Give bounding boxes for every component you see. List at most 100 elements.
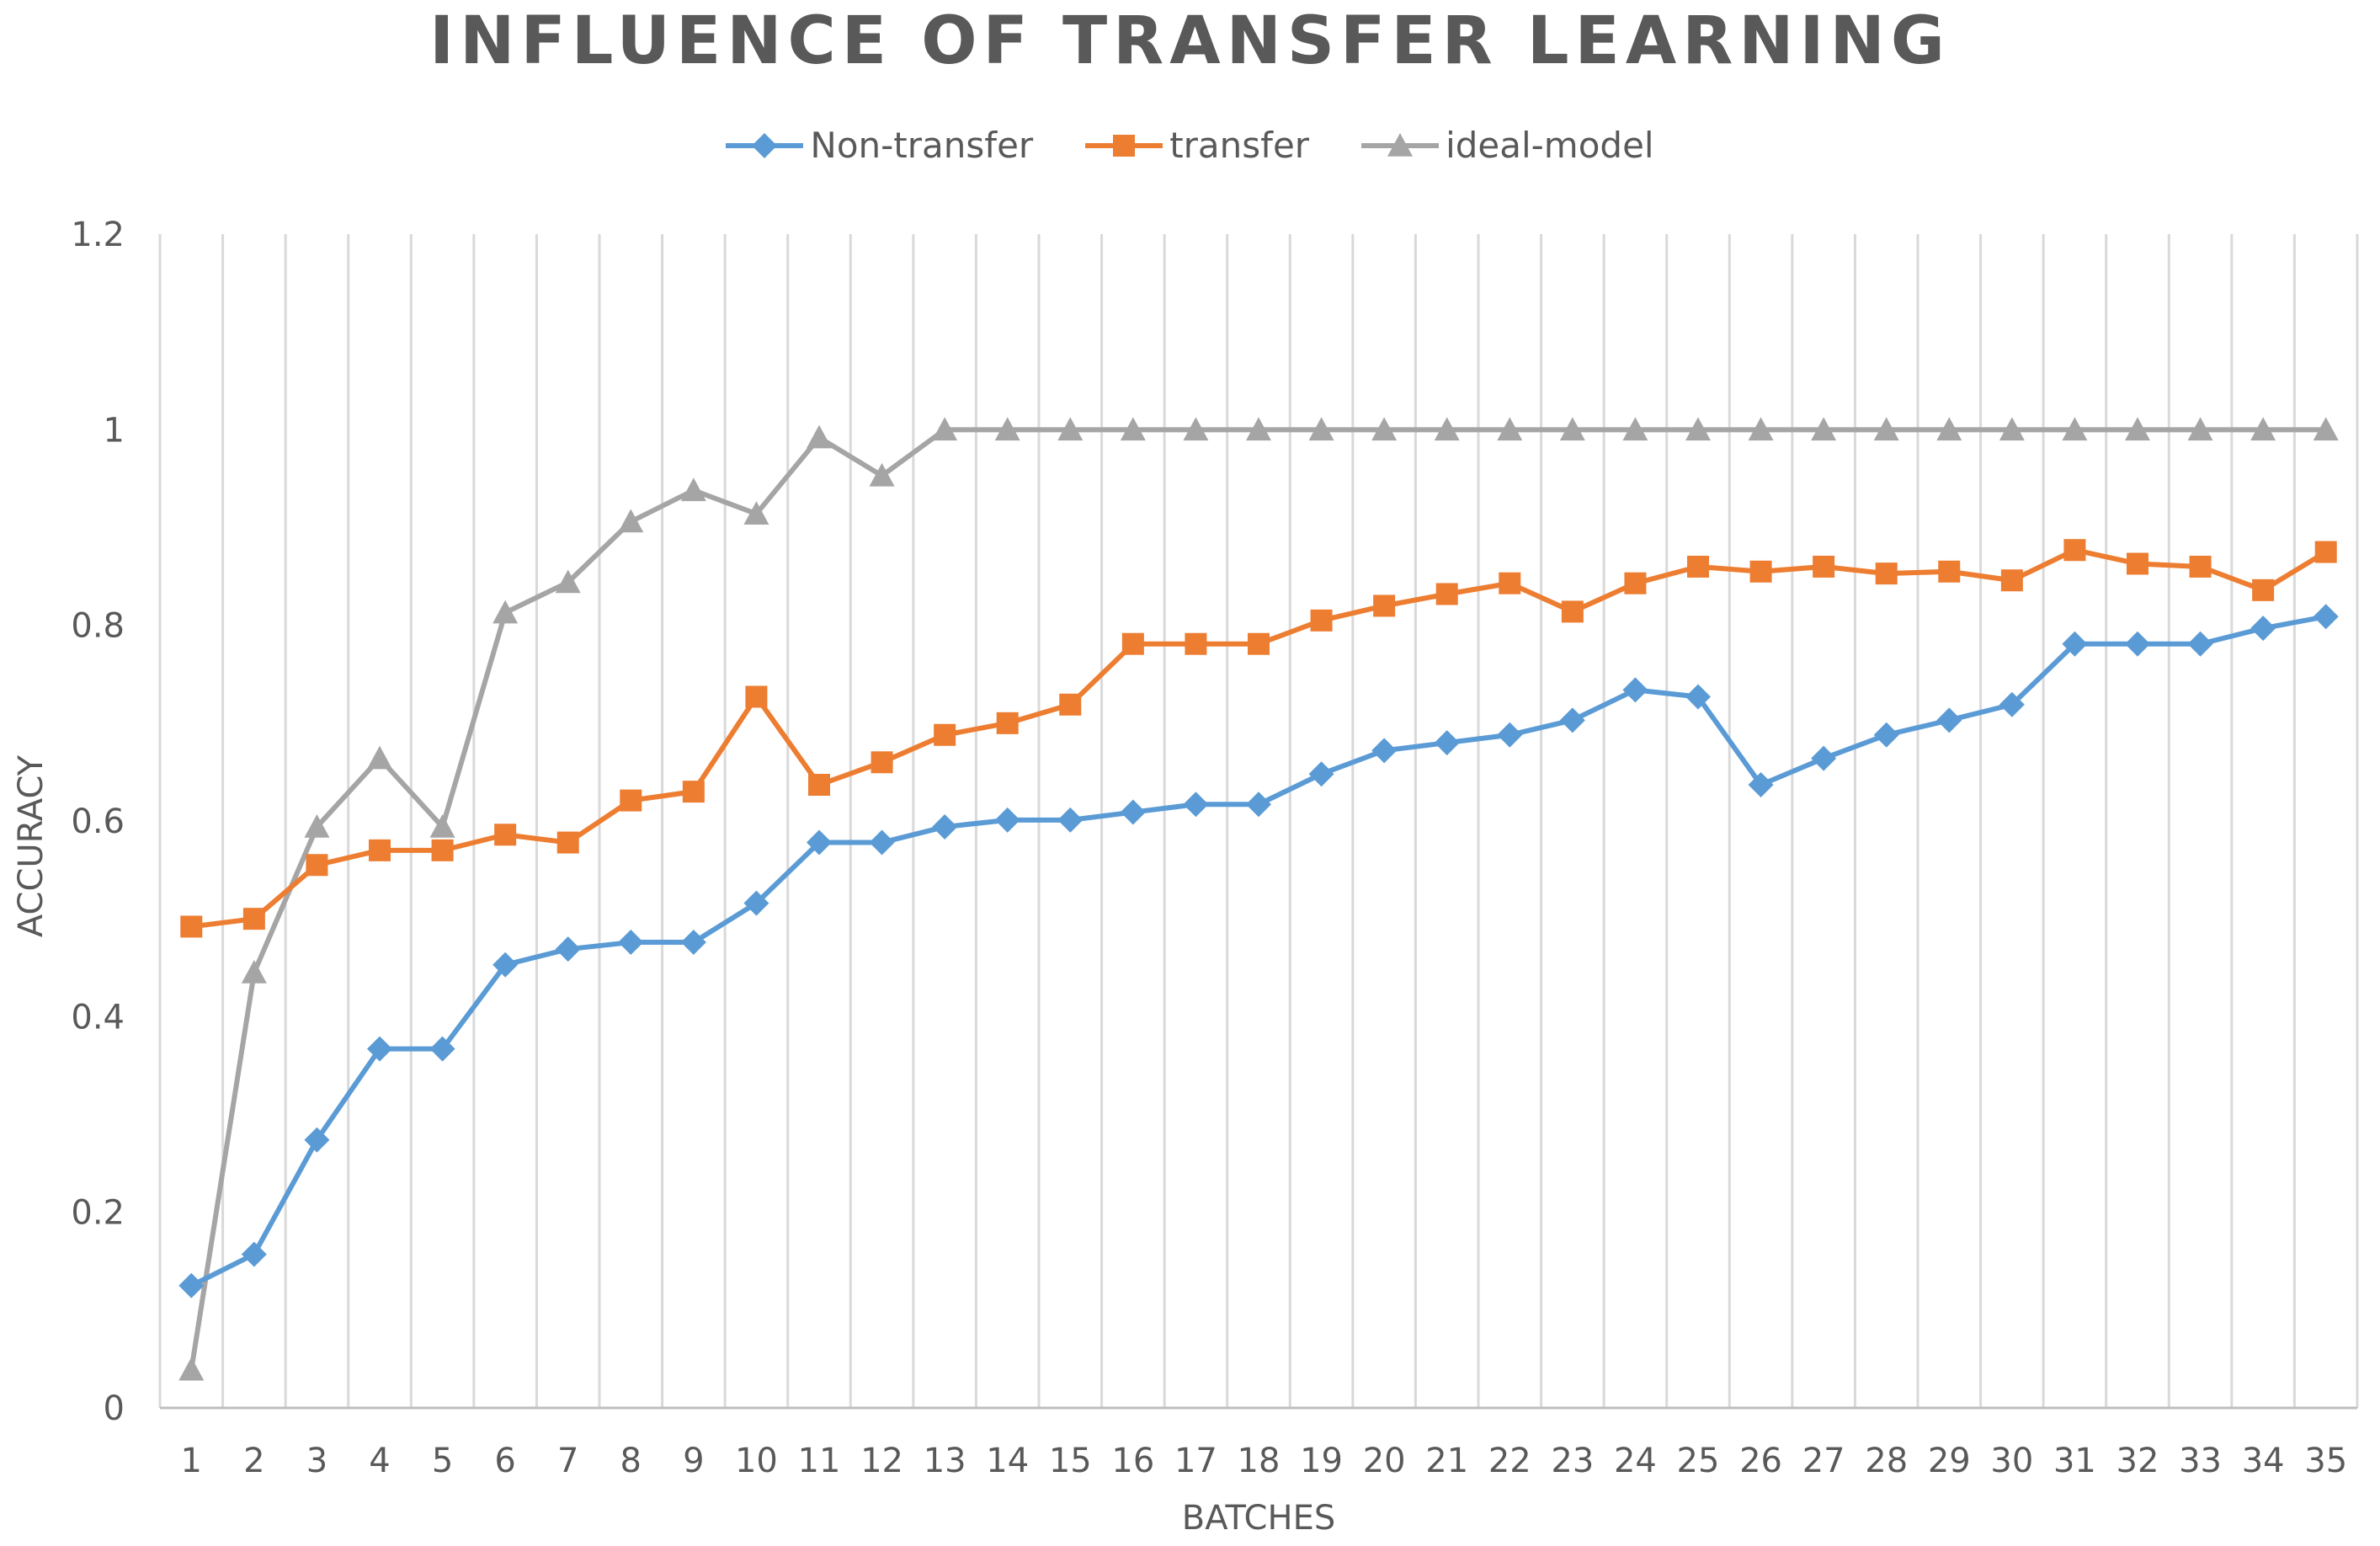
data-point-non-transfer (429, 1036, 455, 1062)
data-point-transfer (1749, 560, 1772, 583)
data-point-transfer (1435, 583, 1458, 605)
x-tick-label: 5 (432, 1442, 453, 1480)
data-point-non-transfer (241, 1241, 267, 1267)
data-point-transfer (306, 854, 328, 877)
data-point-transfer (2252, 578, 2275, 601)
x-tick-label: 32 (2116, 1442, 2159, 1480)
series-line-non-transfer (189, 614, 2327, 1288)
data-point-ideal-model (1308, 417, 1334, 441)
data-point-ideal-model (1559, 417, 1585, 441)
legend-item-non-transfer: Non-transfer (726, 125, 1033, 166)
legend-item-ideal-model: ideal-model (1361, 125, 1654, 166)
x-tick-label: 34 (2242, 1442, 2285, 1480)
data-point-non-transfer (1308, 761, 1334, 787)
data-point-transfer (1938, 560, 1961, 583)
data-point-ideal-model (618, 509, 644, 533)
data-point-non-transfer (1685, 684, 1711, 710)
data-point-non-transfer (1497, 722, 1523, 748)
data-point-ideal-model (241, 960, 267, 984)
legend-label: Non-transfer (810, 125, 1034, 166)
data-point-transfer (1121, 632, 1144, 655)
series-non-transfer (178, 604, 2339, 1298)
data-point-ideal-model (869, 462, 895, 487)
y-tick-label: 0.4 (71, 998, 125, 1037)
data-point-transfer (1561, 600, 1584, 623)
x-tick-label: 10 (735, 1442, 778, 1480)
data-point-ideal-model (2125, 417, 2150, 441)
data-point-ideal-model (743, 501, 769, 525)
data-point-ideal-model (807, 424, 832, 449)
data-point-non-transfer (1246, 792, 1271, 818)
x-tick-label: 17 (1174, 1442, 1217, 1480)
x-tick-label: 12 (860, 1442, 903, 1480)
data-point-ideal-model (680, 477, 706, 502)
data-point-ideal-model (1057, 417, 1084, 441)
x-tick-label: 23 (1551, 1442, 1594, 1480)
data-point-transfer (2063, 539, 2086, 562)
data-point-transfer (2189, 555, 2212, 578)
x-tick-label: 7 (557, 1442, 578, 1480)
data-point-non-transfer (869, 829, 895, 856)
x-tick-label: 6 (494, 1442, 515, 1480)
data-point-transfer (934, 723, 956, 746)
data-point-transfer (808, 774, 830, 797)
data-point-transfer (2314, 541, 2337, 563)
data-point-ideal-model (367, 745, 392, 770)
legend-symbol (752, 132, 778, 158)
y-tick-label: 0.2 (71, 1194, 125, 1233)
axes: 00.20.40.60.811.21 2 3 4 5 6 7 8 9 10 11 12 13 14 15 16… (71, 216, 2357, 1480)
data-point-non-transfer (1120, 799, 1146, 825)
data-point-transfer (620, 789, 642, 812)
data-point-ideal-model (493, 600, 519, 624)
data-point-non-transfer (2187, 631, 2213, 657)
data-point-ideal-model (178, 1357, 205, 1381)
data-point-ideal-model (1120, 417, 1146, 441)
data-point-ideal-model (1748, 417, 1774, 441)
data-point-ideal-model (555, 569, 581, 594)
x-tick-label: 30 (1990, 1442, 2033, 1480)
data-point-non-transfer (1936, 707, 1962, 733)
data-point-non-transfer (2313, 604, 2339, 630)
data-point-transfer (682, 781, 705, 803)
x-tick-label: 31 (2053, 1442, 2096, 1480)
x-tick-label: 29 (1928, 1442, 1971, 1480)
data-point-non-transfer (2125, 631, 2150, 657)
x-tick-label: 11 (798, 1442, 841, 1480)
legend-marker-non-transfer (726, 132, 804, 158)
x-tick-label: 8 (620, 1442, 642, 1480)
chart-title: INFLUENCE OF TRANSFER LEARNING (429, 3, 1951, 79)
data-point-transfer (1875, 562, 1898, 585)
y-tick-label: 0.6 (71, 802, 125, 841)
series-group (178, 417, 2339, 1381)
data-point-ideal-model (1811, 417, 1837, 441)
series-line-transfer (190, 547, 2328, 930)
x-tick-label: 2 (243, 1442, 264, 1480)
data-point-non-transfer (618, 930, 644, 956)
chart-legend: Non-transfer transfer ideal-model (0, 125, 2380, 166)
data-point-transfer (1624, 572, 1647, 594)
data-point-transfer (180, 915, 203, 938)
data-point-transfer (1373, 594, 1396, 617)
data-point-transfer (369, 839, 391, 861)
data-point-non-transfer (1748, 772, 1774, 798)
x-tick-label: 33 (2179, 1442, 2222, 1480)
data-point-transfer (494, 824, 517, 846)
x-tick-label: 18 (1238, 1442, 1281, 1480)
data-point-non-transfer (807, 829, 832, 856)
data-point-non-transfer (1811, 745, 1837, 771)
data-point-ideal-model (2062, 417, 2088, 441)
data-point-transfer (1185, 632, 1207, 655)
data-point-transfer (2127, 552, 2148, 575)
data-point-non-transfer (1559, 707, 1585, 733)
x-tick-label: 22 (1488, 1442, 1531, 1480)
data-point-non-transfer (493, 952, 519, 978)
data-point-ideal-model (1371, 417, 1398, 441)
x-tick-label: 26 (1739, 1442, 1782, 1480)
data-point-non-transfer (680, 930, 706, 956)
data-point-non-transfer (1183, 792, 1209, 818)
data-point-transfer (556, 831, 579, 854)
x-tick-label: 27 (1802, 1442, 1845, 1480)
data-point-ideal-model (1246, 417, 1271, 441)
data-point-transfer (1248, 632, 1270, 655)
